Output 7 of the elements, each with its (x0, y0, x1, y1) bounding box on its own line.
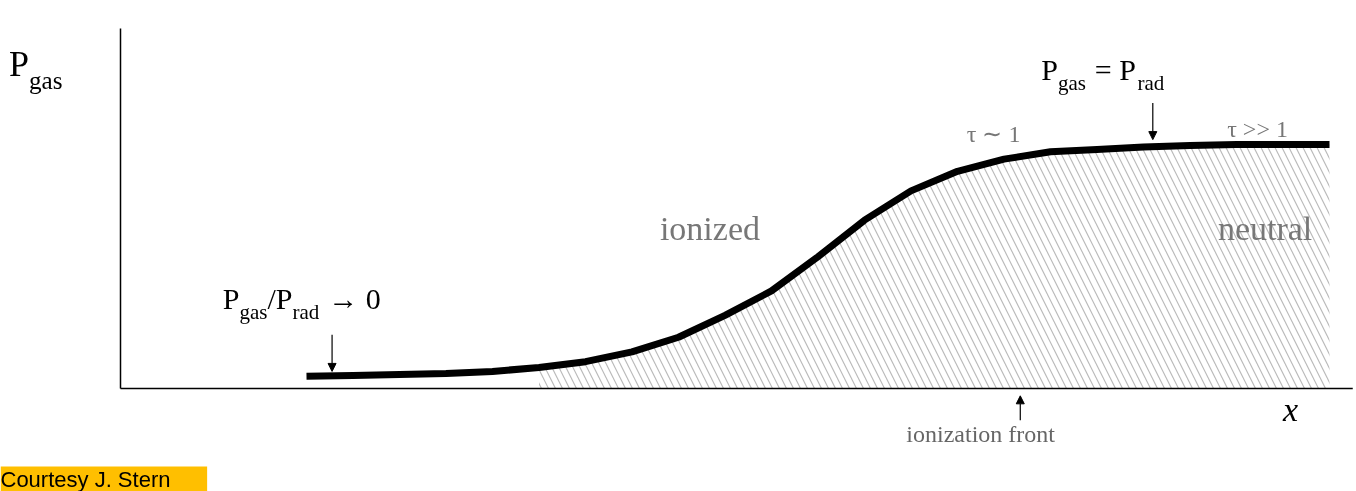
x-axis-title: x (1282, 390, 1299, 428)
annotation: neutral (1217, 209, 1313, 247)
annotation: τ ∼ 1 (966, 120, 1021, 147)
text: ionization front (906, 421, 1056, 448)
text: τ >> 1 (1227, 116, 1288, 143)
text: Courtesy J. Stern (0, 466, 171, 491)
annotation: ionized (659, 209, 760, 247)
